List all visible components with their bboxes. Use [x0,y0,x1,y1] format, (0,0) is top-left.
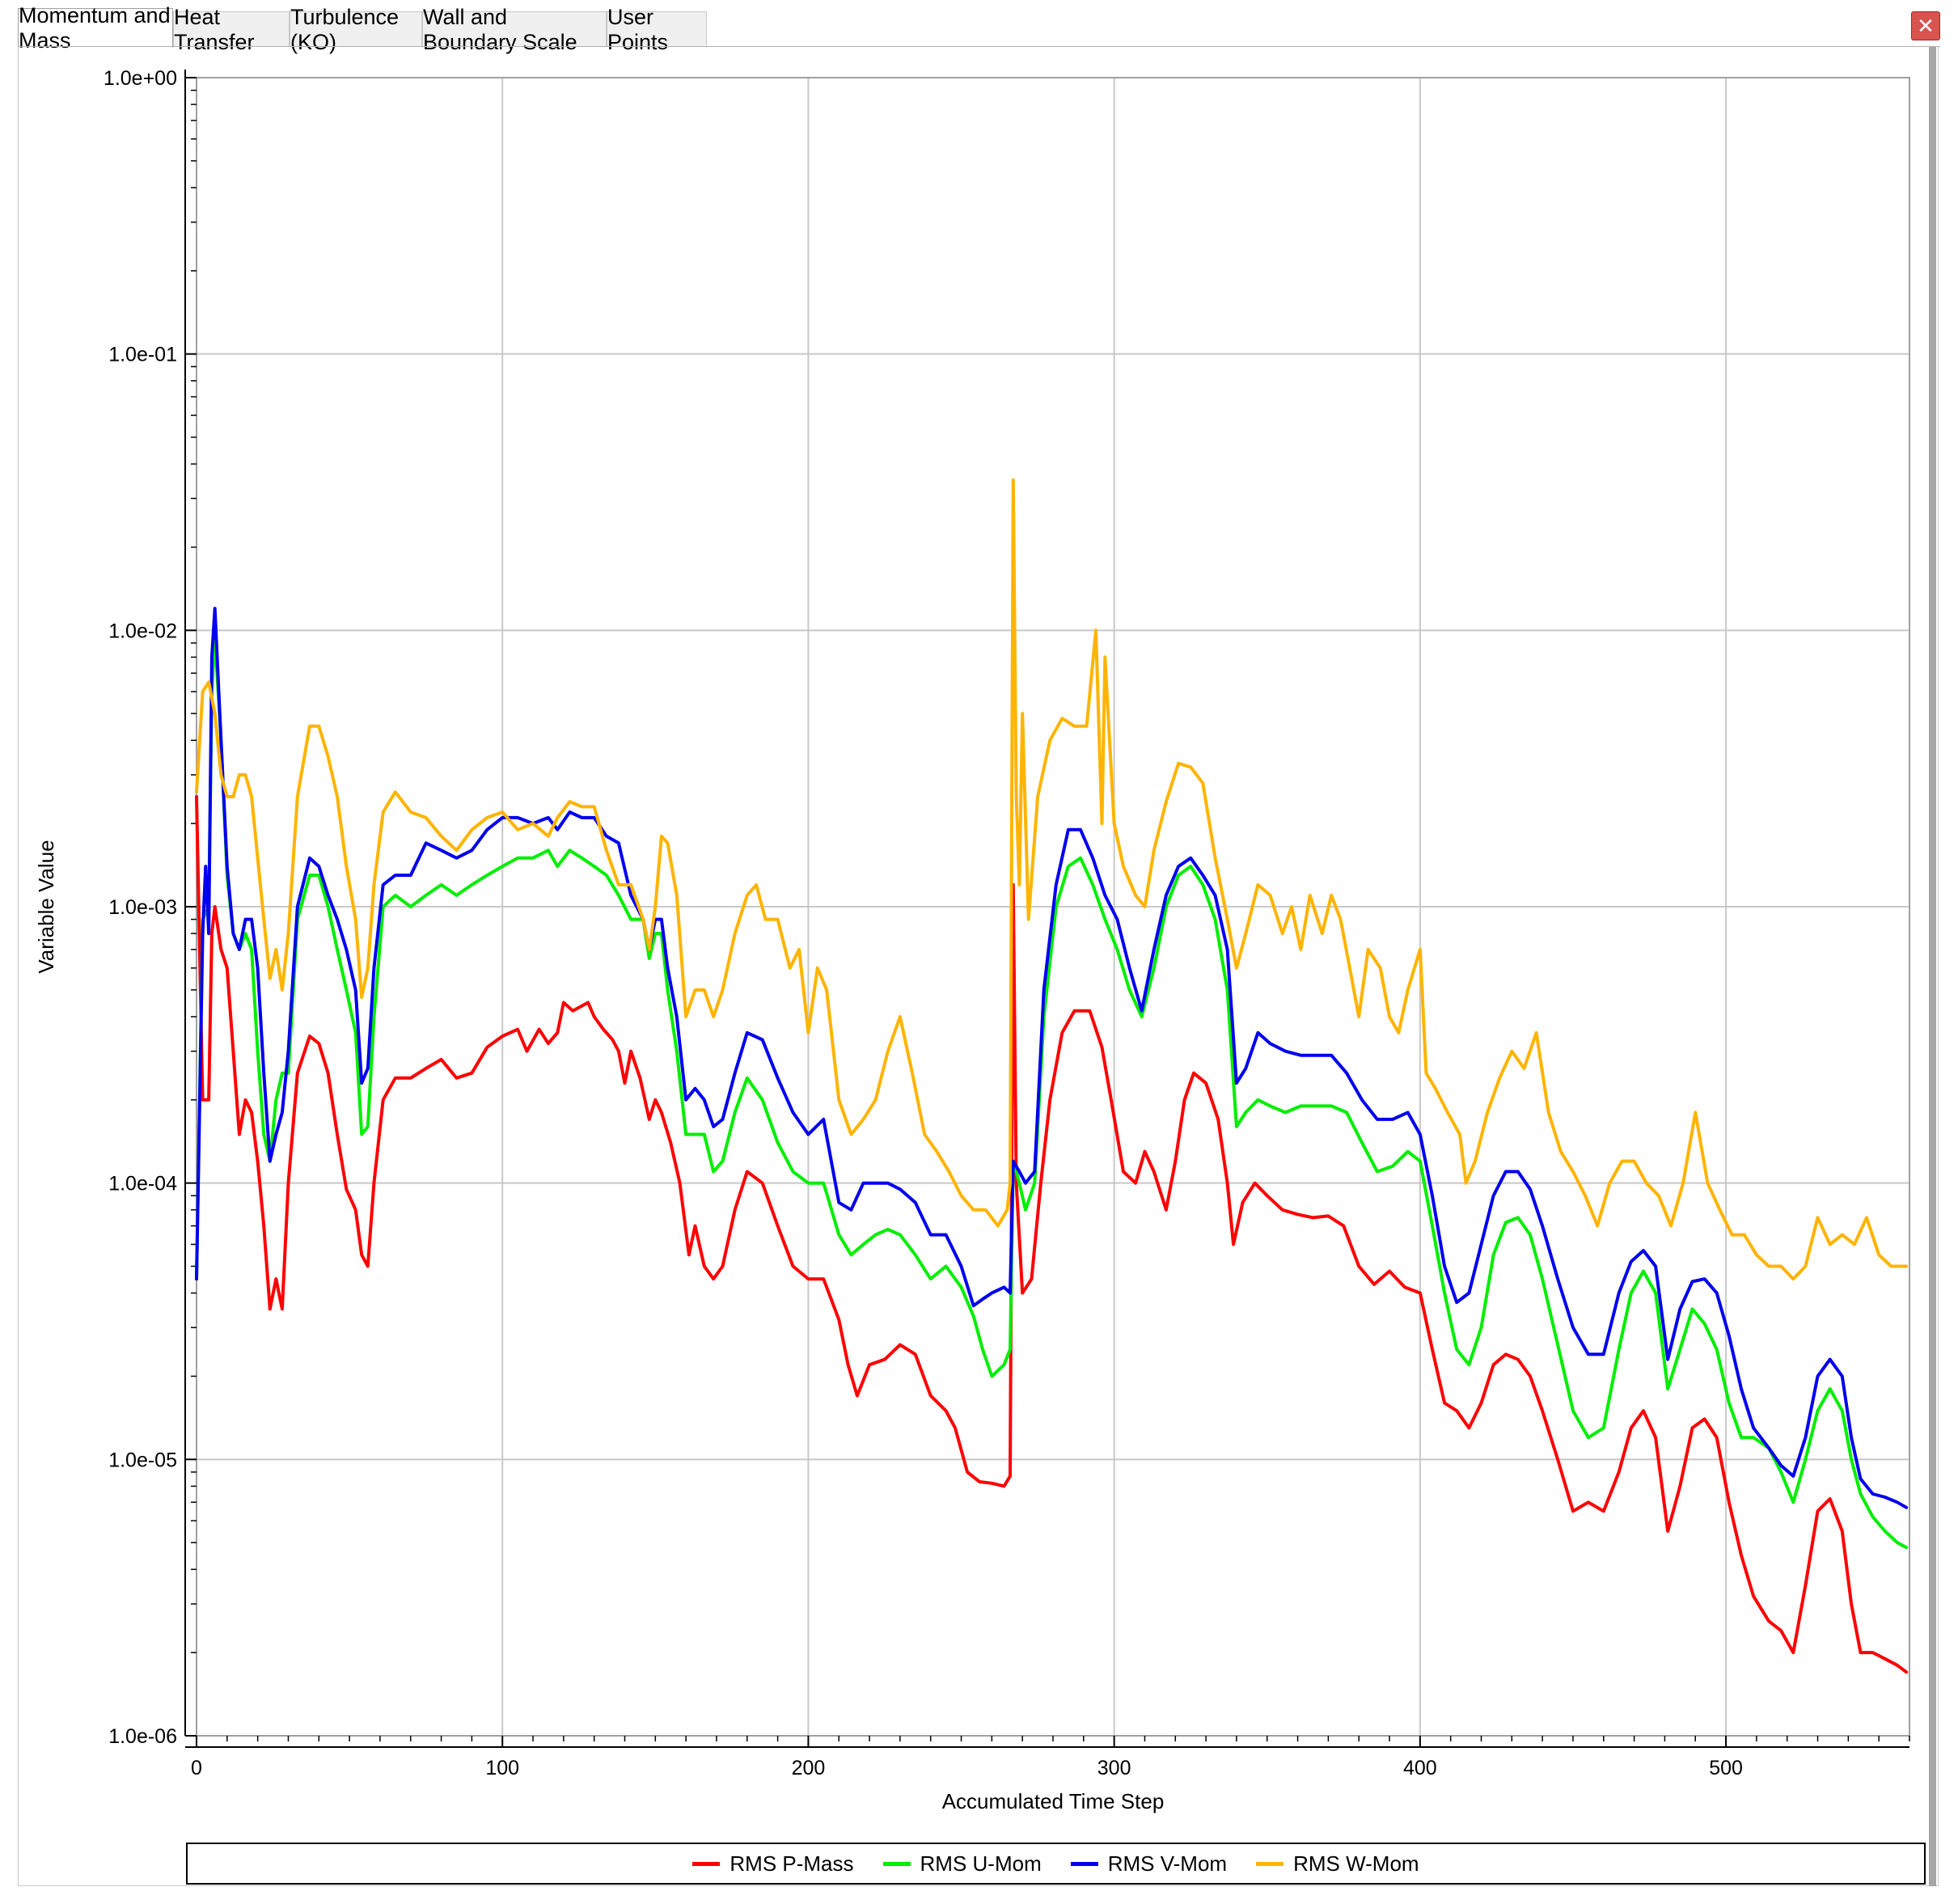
panel-border [1929,47,1936,1886]
y-tick-label: 1.0e-03 [108,896,177,919]
legend-label-u-mom: RMS U-Mom [920,1851,1042,1876]
legend-item-p-mass: RMS P-Mass [692,1851,854,1876]
series-line-rms-p-mass [195,795,1909,1674]
legend-item-u-mom: RMS U-Mom [882,1851,1042,1876]
legend-swatch-p-mass [692,1861,721,1866]
y-axis-label: Variable Value [34,840,58,973]
x-tick-label: 200 [792,1757,826,1779]
y-tick-label: 1.0e+00 [104,67,177,90]
legend-swatch-u-mom [882,1861,911,1866]
legend-label-w-mom: RMS W-Mom [1293,1851,1419,1876]
y-tick-label: 1.0e-02 [108,620,177,642]
legend-swatch-v-mom [1070,1861,1098,1866]
series-line-rms-v-mom [195,607,1909,1509]
tab-strip-divider [18,46,1940,47]
y-tick-label: 1.0e-04 [108,1173,177,1195]
y-tick-label: 1.0e-01 [108,344,177,366]
y-tick-label: 1.0e-05 [108,1449,177,1471]
tab-user-points[interactable]: User Points [607,5,707,54]
chart-axes: 1.0e-06 1.0e-05 1.0e-04 1.0e-03 1.0e-02 1.0e-… [104,67,1910,1779]
legend-swatch-w-mom [1256,1861,1284,1866]
chart-series [195,478,1909,1674]
tab-heat-transfer[interactable]: Heat Transfer [173,5,290,54]
x-tick-label: 300 [1097,1757,1131,1779]
legend-label-p-mass: RMS P-Mass [729,1851,854,1876]
x-tick-label: 500 [1709,1757,1743,1779]
x-tick-label: 400 [1403,1757,1437,1779]
legend-item-v-mom: RMS V-Mom [1070,1851,1228,1876]
series-line-rms-w-mom [195,478,1909,1281]
x-tick-label: 0 [191,1757,202,1779]
x-tick-label: 100 [485,1757,519,1779]
x-axis-label: Accumulated Time Step [942,1789,1165,1813]
chart-panel [18,47,1939,1886]
close-icon[interactable]: ✕ [1911,11,1940,40]
legend: RMS P-Mass RMS U-Mom RMS V-Mom RMS W-Mom [186,1843,1926,1885]
legend-item-w-mom: RMS W-Mom [1256,1851,1419,1876]
y-tick-label: 1.0e-06 [108,1725,177,1748]
legend-label-v-mom: RMS V-Mom [1107,1851,1228,1876]
series-line-rms-u-mom [195,634,1909,1550]
